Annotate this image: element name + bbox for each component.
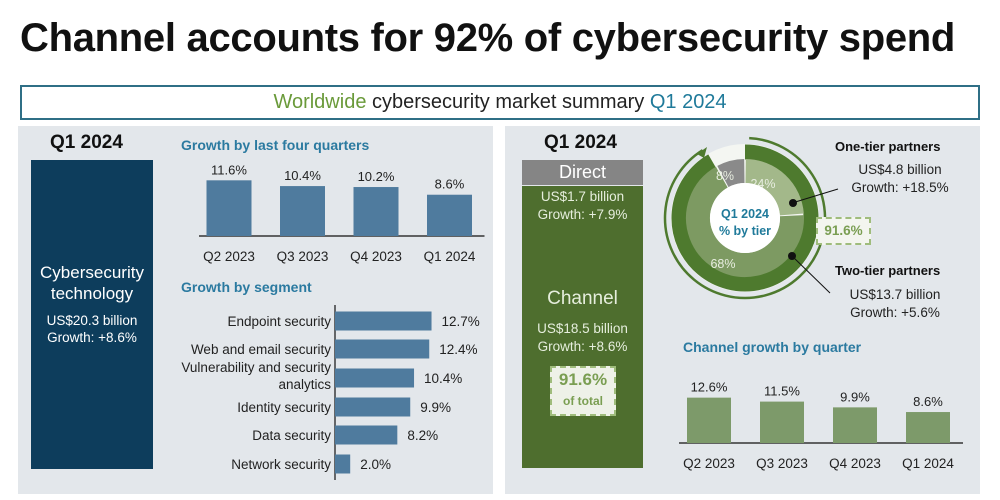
channel-arrow-arc bbox=[663, 136, 827, 300]
bar bbox=[833, 407, 877, 443]
page-title: Channel accounts for 92% of cybersecurit… bbox=[20, 16, 956, 60]
channel-share-note: of total bbox=[563, 394, 603, 408]
bar-value-label: 12.7% bbox=[442, 314, 480, 329]
x-tick-label: Q1 2024 bbox=[902, 456, 954, 471]
bar-value-label: 8.2% bbox=[407, 428, 438, 443]
total-block-growth: Growth: +8.6% bbox=[47, 330, 137, 345]
direct-growth: Growth: +7.9% bbox=[537, 207, 628, 222]
bar-value-label: 12.6% bbox=[691, 380, 728, 395]
total-block-value: US$20.3 billion bbox=[46, 313, 138, 328]
x-tick-label: Q1 2024 bbox=[424, 249, 476, 264]
bar-value-label: 11.5% bbox=[764, 384, 800, 399]
bar bbox=[427, 194, 472, 236]
bar bbox=[335, 397, 411, 417]
bar-value-label: 10.2% bbox=[358, 169, 395, 184]
summary-part3: Q1 2024 bbox=[649, 91, 727, 113]
channel-growth: Growth: +8.6% bbox=[537, 339, 628, 354]
two-tier-label: Two-tier partners bbox=[835, 263, 941, 278]
one-tier-value: US$4.8 billion bbox=[858, 162, 942, 177]
quarter-growth-chart: 11.6% Q2 2023 10.4% Q3 2023 10.2% Q4 2023 8.6%… bbox=[199, 162, 485, 264]
bar-value-label: 11.6% bbox=[211, 162, 247, 177]
segment-growth-chart: 12.7% Endpoint security 12.4% Web and email… bbox=[181, 305, 480, 480]
bar bbox=[335, 454, 351, 474]
tier-donut: 24%68%8% Q1 2024 % by tier bbox=[663, 136, 827, 300]
y-tick-label: Vulnerability and security analytics bbox=[181, 360, 331, 392]
bar-value-label: 9.9% bbox=[840, 389, 870, 404]
segment-chart-title: Growth by segment bbox=[181, 279, 312, 295]
two-tier-value: US$13.7 billion bbox=[849, 287, 941, 302]
y-tick-label: Endpoint security bbox=[227, 314, 331, 329]
bar bbox=[353, 187, 399, 236]
y-tick-label: Web and email security bbox=[191, 342, 331, 357]
channel-share: 91.6% bbox=[558, 370, 608, 389]
bar bbox=[335, 311, 432, 331]
y-tick-label: Identity security bbox=[237, 400, 331, 415]
donut-center-label: Q1 2024 bbox=[721, 207, 769, 221]
slice-label: 68% bbox=[710, 257, 735, 271]
bar bbox=[335, 339, 430, 359]
direct-value: US$1.7 billion bbox=[540, 189, 625, 204]
channel-share-badge: 91.6% of total bbox=[550, 366, 616, 416]
right-period: Q1 2024 bbox=[544, 132, 617, 153]
quarter-chart-title: Growth by last four quarters bbox=[181, 137, 370, 153]
x-tick-label: Q4 2023 bbox=[350, 249, 402, 264]
channel-growth-chart: 12.6% Q2 2023 11.5% Q3 2023 9.9% Q4 2023 8.6% Q… bbox=[679, 380, 963, 471]
donut-slice bbox=[717, 159, 746, 188]
donut-slice bbox=[686, 166, 804, 277]
bar-value-label: 10.4% bbox=[424, 371, 462, 386]
bar bbox=[760, 401, 804, 443]
summary-part2: cybersecurity market summary bbox=[366, 91, 650, 113]
donut-share-badge: 91.6% bbox=[816, 217, 871, 245]
one-tier-growth: Growth: +18.5% bbox=[851, 180, 949, 195]
bar bbox=[206, 180, 252, 236]
channel-value: US$18.5 billion bbox=[537, 321, 628, 336]
channel-block: US$1.7 billion Growth: +7.9% Channel US$… bbox=[522, 186, 643, 468]
direct-header: Direct bbox=[522, 160, 643, 185]
left-period: Q1 2024 bbox=[50, 132, 123, 153]
x-tick-label: Q3 2023 bbox=[756, 456, 808, 471]
slice-label: 8% bbox=[716, 169, 734, 183]
arrow-head-icon bbox=[697, 147, 707, 158]
x-tick-label: Q4 2023 bbox=[829, 456, 881, 471]
bar-value-label: 8.6% bbox=[435, 177, 465, 192]
total-block-title: Cybersecurity technology bbox=[40, 263, 144, 303]
bar-value-label: 10.4% bbox=[284, 168, 321, 183]
one-tier-label: One-tier partners bbox=[835, 139, 941, 154]
y-tick-label: Data security bbox=[252, 428, 331, 443]
bar bbox=[687, 397, 731, 443]
bar bbox=[335, 368, 415, 388]
channel-label: Channel bbox=[547, 288, 618, 309]
bar bbox=[335, 425, 398, 445]
x-tick-label: Q3 2023 bbox=[277, 249, 329, 264]
donut-hole bbox=[710, 183, 780, 253]
bar bbox=[906, 412, 950, 443]
channel-chart-title: Channel growth by quarter bbox=[683, 339, 862, 355]
x-tick-label: Q2 2023 bbox=[683, 456, 735, 471]
bar-value-label: 8.6% bbox=[913, 394, 943, 409]
total-block: Cybersecurity technology US$20.3 billion… bbox=[31, 160, 153, 469]
channel-ring bbox=[671, 144, 819, 292]
bar-value-label: 9.9% bbox=[420, 400, 451, 415]
donut-center-sublabel: % by tier bbox=[719, 224, 771, 238]
bar bbox=[280, 186, 325, 236]
bar-value-label: 2.0% bbox=[360, 457, 391, 472]
summary-banner: Worldwide cybersecurity market summary Q… bbox=[20, 85, 980, 120]
bar-value-label: 12.4% bbox=[439, 342, 477, 357]
two-tier-growth: Growth: +5.6% bbox=[850, 305, 940, 320]
summary-part1: Worldwide bbox=[273, 91, 367, 113]
y-tick-label: Network security bbox=[231, 457, 331, 472]
x-tick-label: Q2 2023 bbox=[203, 249, 255, 264]
